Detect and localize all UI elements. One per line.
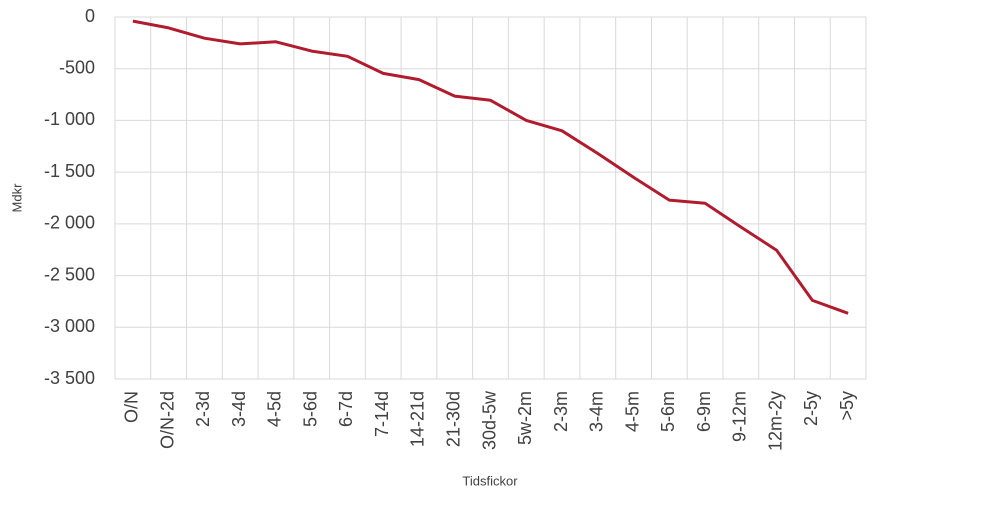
y-axis-title: Mdkr [9, 183, 24, 213]
x-tick-label: 6-7d [336, 391, 356, 427]
x-tick-label: 5-6m [658, 391, 678, 432]
y-tick-label: -2 000 [44, 213, 95, 233]
y-tick-label: 0 [85, 6, 95, 26]
x-tick-label: 12m-2y [765, 391, 785, 451]
x-tick-label: 5-6d [300, 391, 320, 427]
x-tick-label: >5y [837, 391, 857, 421]
x-tick-label: 21-30d [443, 391, 463, 447]
y-tick-label: -3 500 [44, 368, 95, 388]
x-tick-label: O/N [122, 391, 142, 423]
x-tick-label: 3-4m [587, 391, 607, 432]
x-axis-title: Tidsfickor [462, 473, 518, 488]
x-tick-label: 7-14d [372, 391, 392, 437]
x-tick-label: 9-12m [730, 391, 750, 442]
x-tick-label: 3-4d [229, 391, 249, 427]
x-tick-label: 30d-5w [479, 390, 499, 450]
y-tick-label: -3 000 [44, 316, 95, 336]
y-tick-label: -1 000 [44, 109, 95, 129]
x-tick-label: 4-5m [622, 391, 642, 432]
x-tick-label: 2-5y [801, 391, 821, 426]
x-tick-label: 5w-2m [515, 391, 535, 445]
x-tick-label: 2-3m [551, 391, 571, 432]
y-tick-label: -1 500 [44, 161, 95, 181]
x-tick-label: 6-9m [694, 391, 714, 432]
x-tick-label: O/N-2d [157, 391, 177, 449]
x-tick-label: 2-3d [193, 391, 213, 427]
y-tick-label: -2 500 [44, 264, 95, 284]
x-tick-label: 4-5d [265, 391, 285, 427]
line-series [132, 19, 849, 315]
x-tick-label: 14-21d [408, 391, 428, 447]
y-tick-label: -500 [59, 57, 95, 77]
